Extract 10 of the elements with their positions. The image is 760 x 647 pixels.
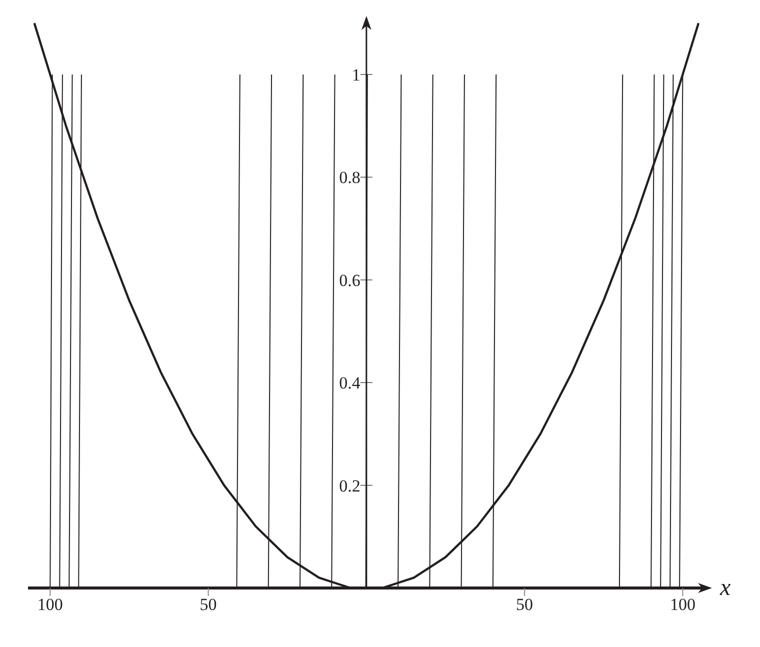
y-tick-label: 0.6 (339, 270, 360, 290)
y-tick-label: 0.2 (339, 476, 360, 496)
x-tick-label: 50 (516, 595, 534, 614)
y-tick-label: 0.8 (339, 168, 360, 188)
x-tick-label: 100 (37, 595, 63, 614)
x-tick-label: 100 (670, 595, 696, 614)
y-tick-label: 0.4 (339, 374, 361, 393)
y-tick-label: 1 (352, 65, 360, 84)
x-axis-title: x (719, 575, 731, 601)
x-tick-label: 50 (200, 595, 217, 614)
